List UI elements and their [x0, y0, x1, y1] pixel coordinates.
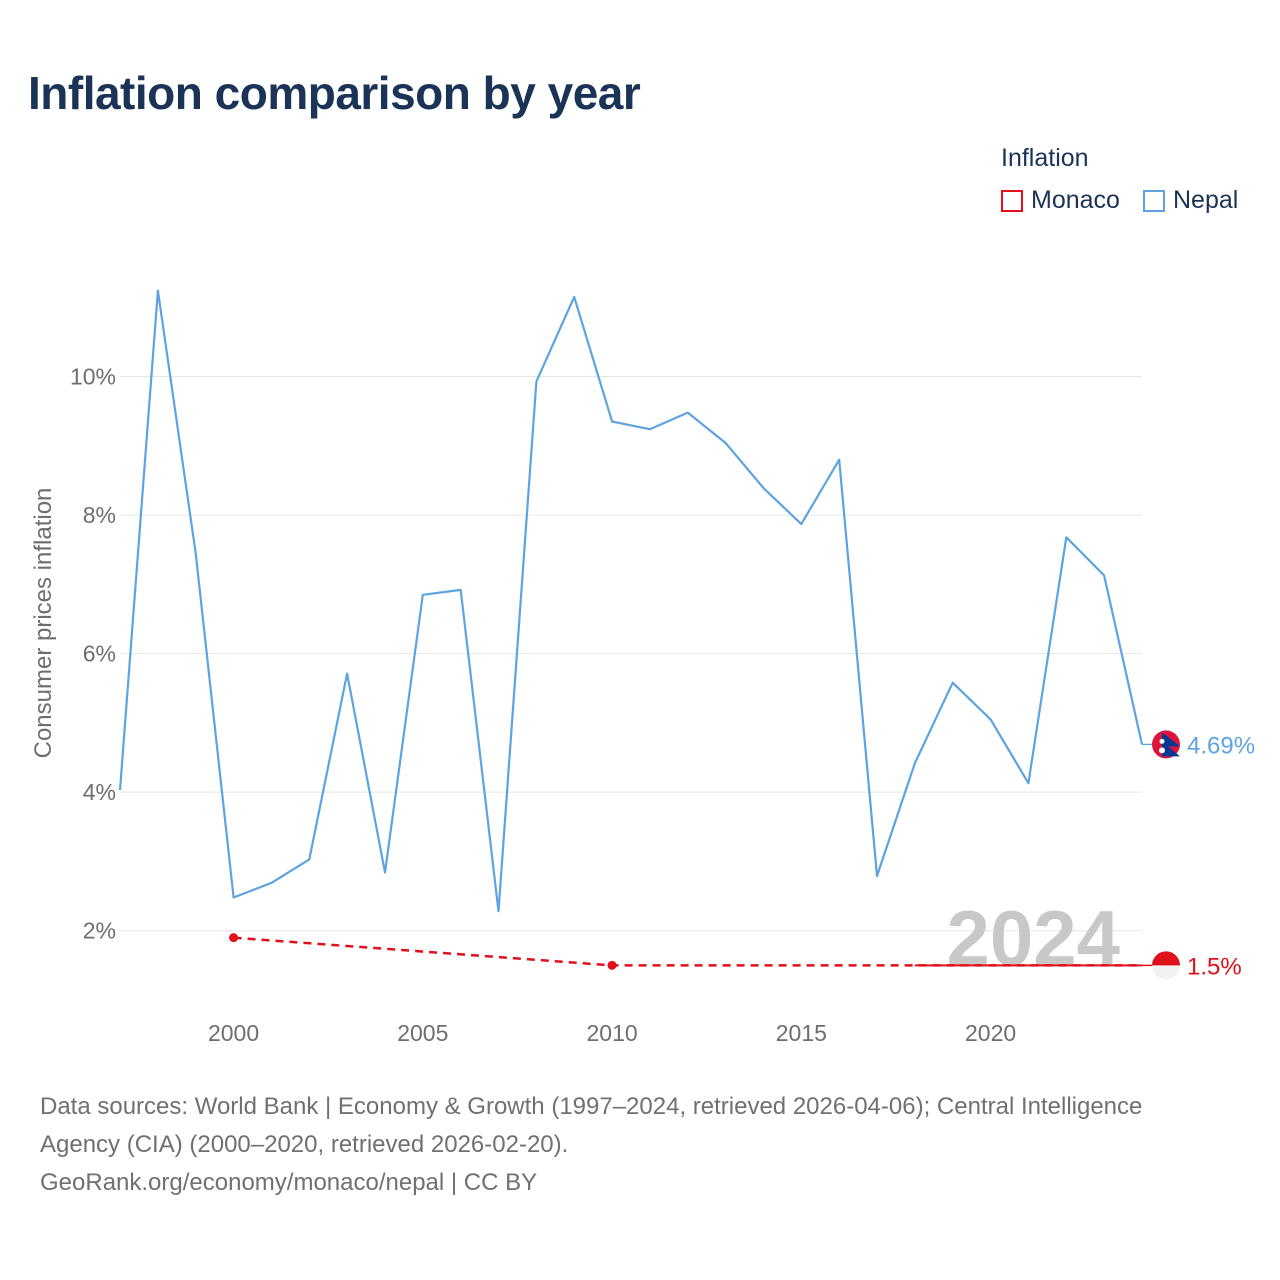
data-point-monaco-2000 [229, 933, 239, 943]
y-axis-label: Consumer prices inflation [30, 488, 57, 759]
line-chart: 2% 4% 6% 8% 10% 2000 2005 2010 2015 2020 Consumer … [30, 289, 1255, 1046]
data-point-monaco-2010 [607, 960, 617, 970]
y-tick-label-2: 2% [83, 918, 116, 944]
y-tick-label-4: 4% [83, 779, 116, 805]
flag-nepal-sun [1159, 747, 1165, 754]
legend-label-nepal: Nepal [1173, 186, 1239, 214]
x-tick-label-2000: 2000 [208, 1020, 259, 1046]
x-tick-label-2015: 2015 [776, 1020, 827, 1046]
flag-nepal-moon [1159, 738, 1165, 744]
chart-title: Inflation comparison by year [28, 67, 641, 119]
legend-title: Inflation [1001, 144, 1089, 172]
legend-item-monaco[interactable]: Monaco [1001, 186, 1120, 215]
y-tick-label-6: 6% [83, 641, 116, 667]
series-line-monaco [233, 936, 1142, 967]
footer-sources-line-1: Data sources: World Bank | Economy & Gro… [40, 1093, 1143, 1120]
series-line-nepal [118, 289, 1144, 913]
x-tick-label-2020: 2020 [965, 1020, 1016, 1046]
x-tick-label-2010: 2010 [586, 1020, 637, 1046]
end-label-nepal: 4.69% [1187, 732, 1255, 759]
legend-item-nepal[interactable]: Nepal [1143, 186, 1238, 215]
flag-monaco-red-half [1152, 951, 1181, 966]
y-tick-label-8: 8% [83, 502, 116, 528]
footer-attribution[interactable]: GeoRank.org/economy/monaco/nepal | CC BY [40, 1169, 538, 1196]
footer-sources-line-2: Agency (CIA) (2000–2020, retrieved 2026-… [40, 1131, 569, 1158]
y-tick-label-10: 10% [70, 364, 116, 390]
legend-swatch-nepal [1143, 189, 1165, 212]
footer: Data sources: World Bank | Economy & Gro… [40, 1088, 1240, 1202]
legend-label-monaco: Monaco [1031, 186, 1120, 214]
x-tick-label-2005: 2005 [397, 1020, 448, 1046]
end-label-monaco: 1.5% [1187, 953, 1242, 980]
year-watermark: 2024 [946, 894, 1120, 982]
legend-swatch-monaco [1001, 189, 1023, 212]
flag-nepal-pennant [1162, 732, 1180, 757]
